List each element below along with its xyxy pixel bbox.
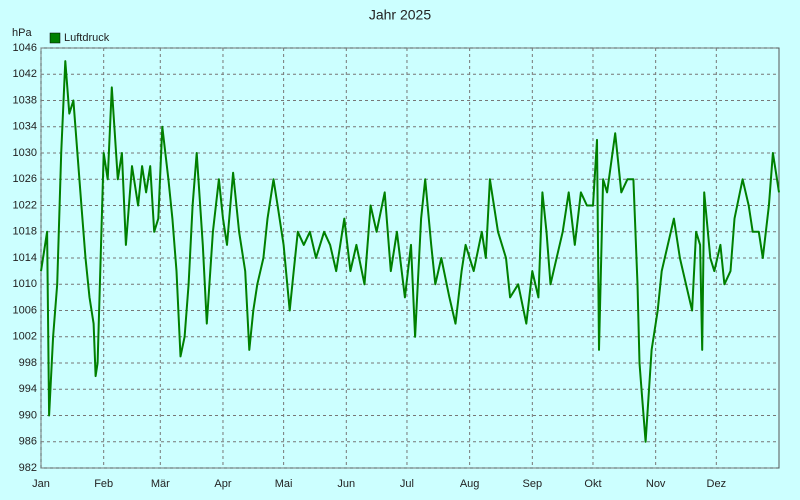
y-tick-label: 1042: [13, 68, 37, 80]
y-tick-label: 1018: [13, 226, 37, 238]
x-tick-label: Aug: [460, 478, 480, 490]
y-tick-label: 994: [19, 383, 37, 395]
y-tick-label: 1046: [13, 42, 37, 54]
y-tick-label: 982: [19, 462, 37, 474]
x-tick-label: Feb: [94, 478, 113, 490]
y-tick-label: 1030: [13, 147, 37, 159]
x-tick-label: Jun: [337, 478, 355, 490]
x-tick-label: Sep: [523, 478, 543, 490]
y-tick-label: 1014: [13, 252, 37, 264]
y-tick-label: 1026: [13, 173, 37, 185]
x-tick-label: Apr: [214, 478, 231, 490]
x-tick-label: Jan: [32, 478, 50, 490]
x-tick-label: Mai: [275, 478, 293, 490]
x-tick-label: Nov: [646, 478, 666, 490]
y-tick-label: 1022: [13, 199, 37, 211]
y-tick-label: 990: [19, 409, 37, 421]
legend-swatch: [49, 32, 61, 44]
y-tick-label: 1010: [13, 278, 37, 290]
y-tick-label: 1034: [13, 121, 37, 133]
y-tick-label: 1002: [13, 331, 37, 343]
y-tick-label: 1038: [13, 94, 37, 106]
y-tick-label: 998: [19, 357, 37, 369]
legend-label: Luftdruck: [64, 32, 110, 44]
chart-title: Jahr 2025: [369, 7, 431, 23]
x-tick-label: Mär: [151, 478, 170, 490]
y-tick-label: 986: [19, 436, 37, 448]
y-tick-label: 1006: [13, 304, 37, 316]
x-tick-label: Dez: [707, 478, 727, 490]
x-tick-label: Okt: [584, 478, 601, 490]
data-line: [40, 60, 780, 443]
x-tick-label: Jul: [400, 478, 414, 490]
y-axis-label: hPa: [12, 27, 32, 39]
